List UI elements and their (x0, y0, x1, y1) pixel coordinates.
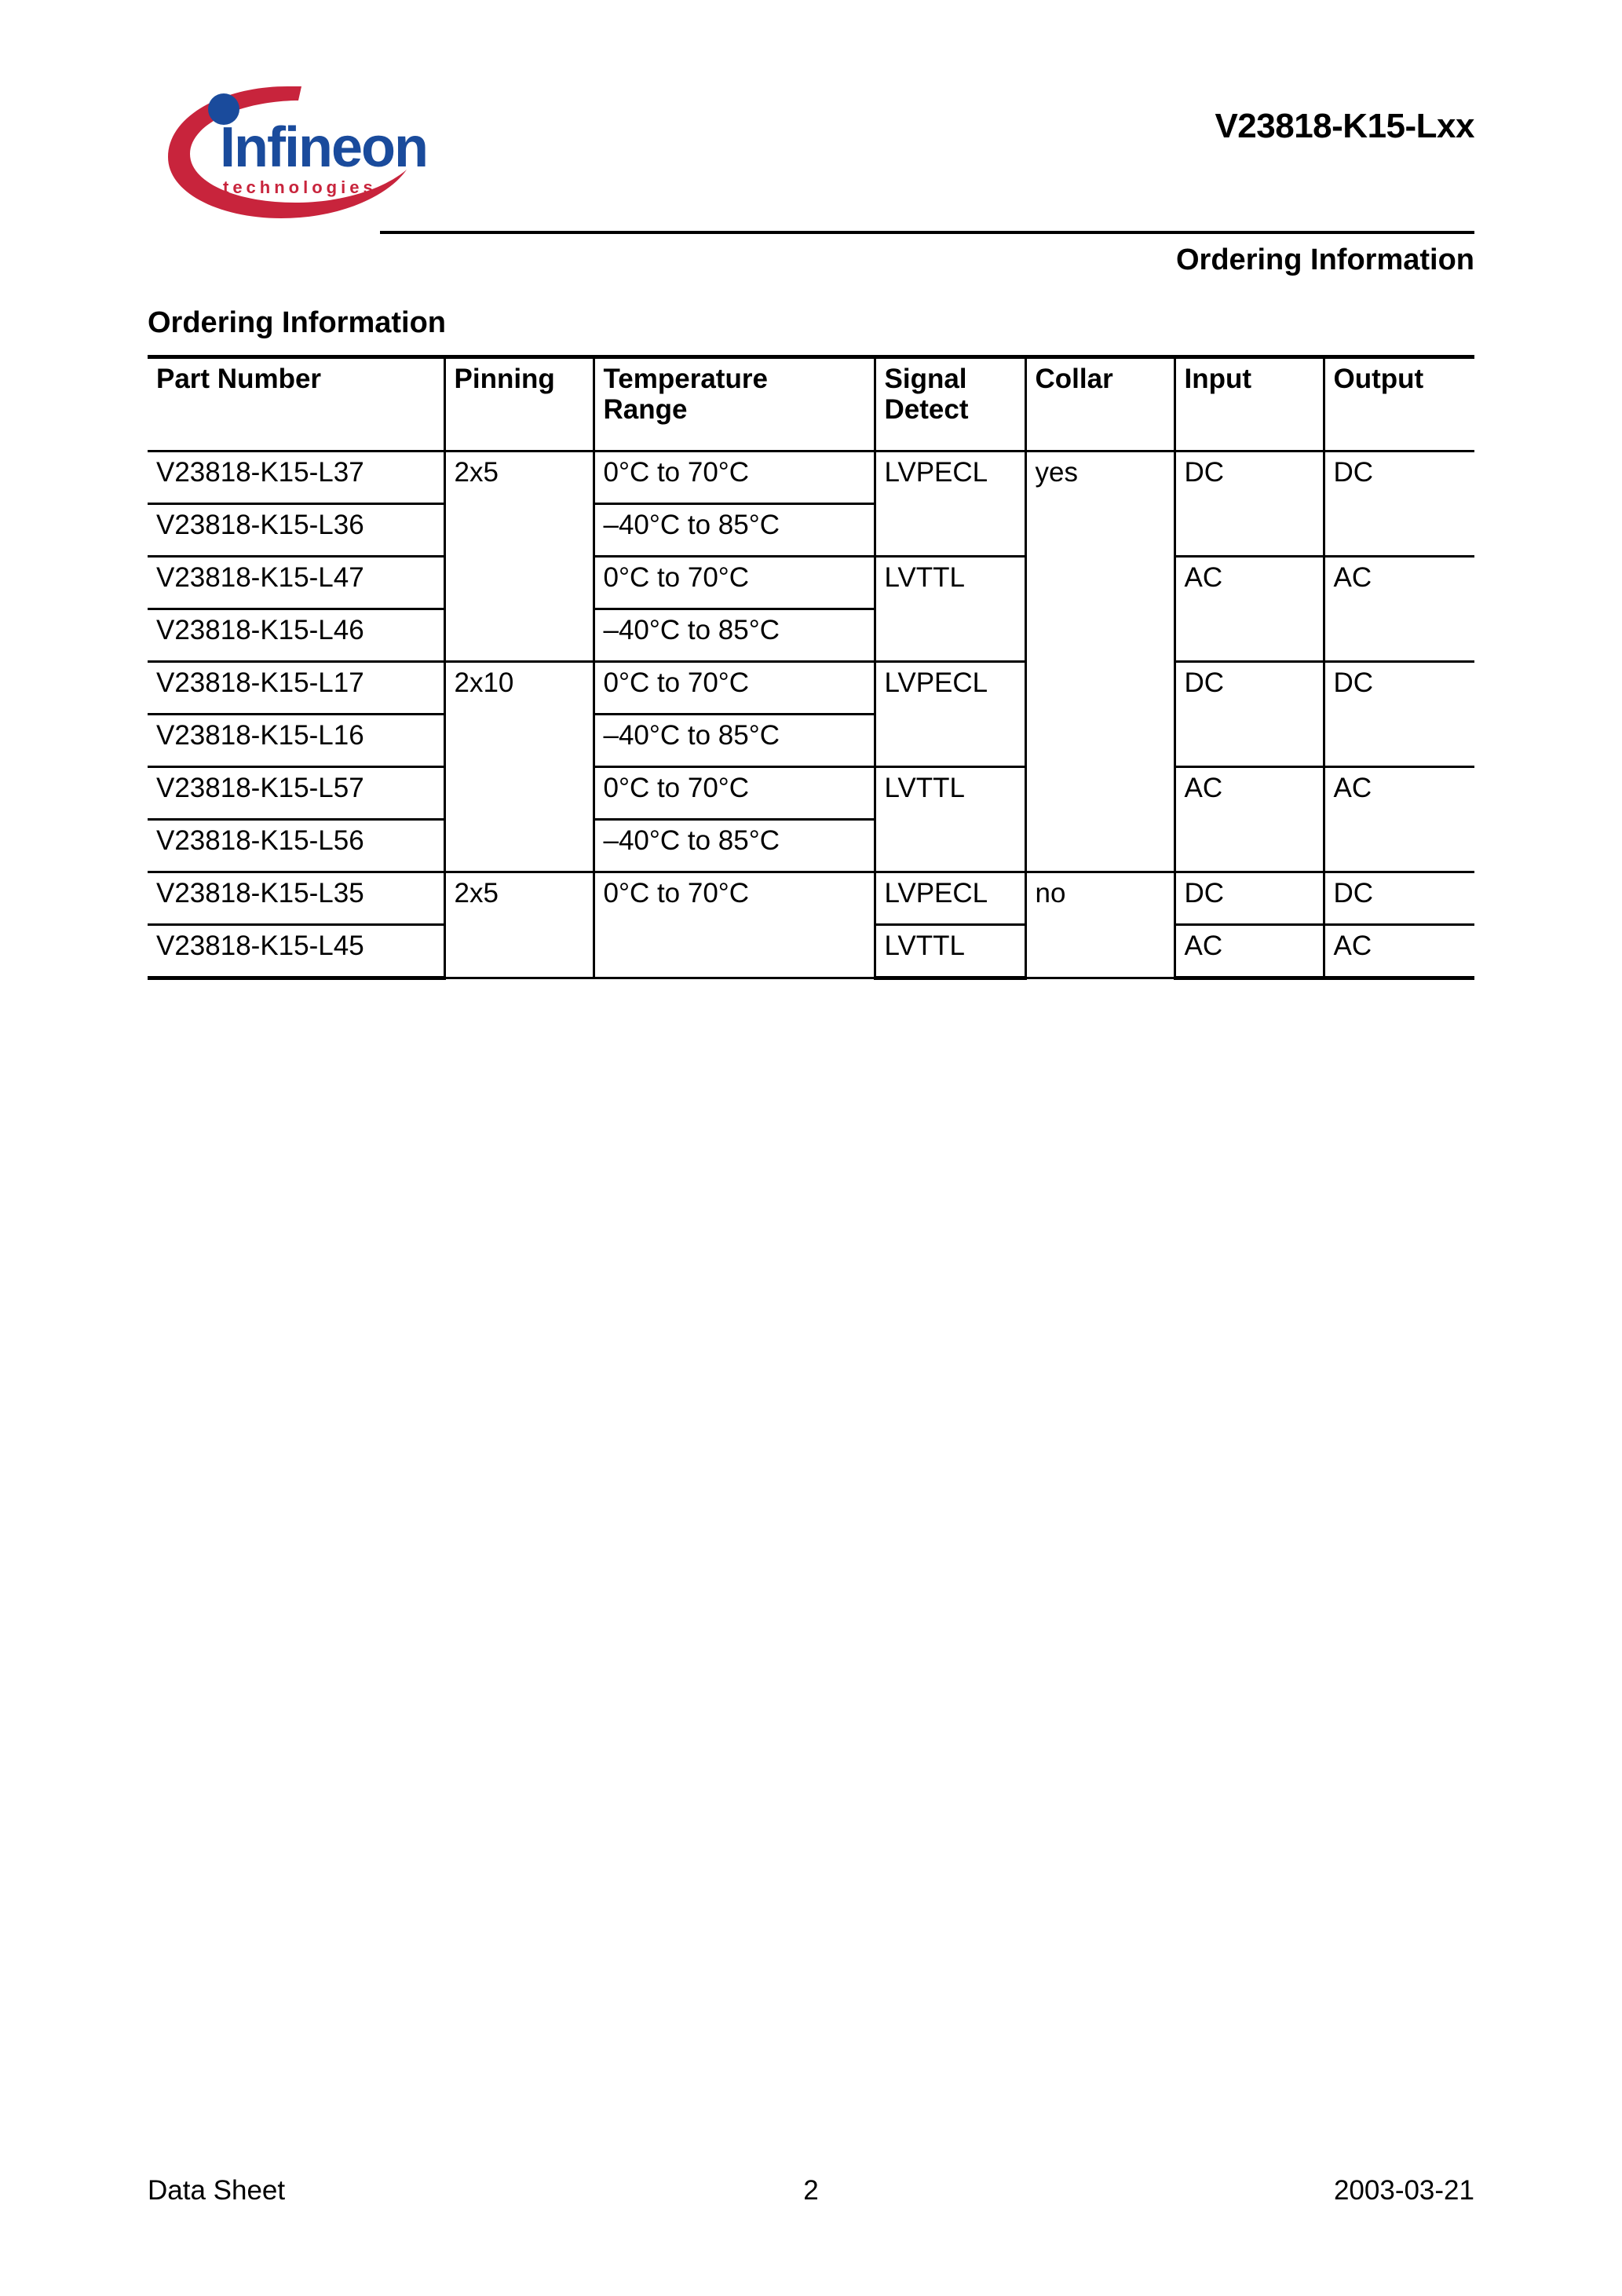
cell-output: DC (1322, 660, 1474, 768)
table-row: V23818-K15-L46 –40°C to 85°C (148, 608, 1474, 663)
cell-pinning: 2x5 (443, 871, 595, 979)
cell-temperature-range: –40°C to 85°C (592, 503, 875, 558)
table-row: V23818-K15-L16 –40°C to 85°C (148, 713, 1474, 768)
table-row: V23818-K15-L45 LVTTL AC AC (148, 923, 1474, 980)
cell-output: AC (1322, 923, 1474, 980)
cell-signal-detect: LVPECL (873, 871, 1027, 926)
cell-input: AC (1173, 555, 1325, 663)
ordering-information-table: Part Number Pinning Temperature Range Sig… (148, 355, 1474, 980)
table-row: V23818-K15-L17 2x10 0°C to 70°C LVPECL D… (148, 660, 1474, 873)
table-row: V23818-K15-L56 –40°C to 85°C (148, 818, 1474, 873)
cell-part-number: V23818-K15-L57 (148, 766, 446, 821)
cell-part-number: V23818-K15-L45 (148, 923, 446, 980)
cell-signal-detect: LVTTL (873, 923, 1027, 980)
cell-part-number: V23818-K15-L35 (148, 871, 446, 926)
column-header-signal-detect: Signal Detect (873, 355, 1027, 452)
header-subtitle: Ordering Information (1176, 243, 1474, 276)
cell-input: AC (1173, 923, 1325, 980)
cell-part-number: V23818-K15-L16 (148, 713, 446, 768)
cell-signal-detect: LVPECL (873, 450, 1027, 558)
footer-page-number: 2 (803, 2175, 819, 2206)
infineon-logo-svg: Infineon technologies (168, 86, 429, 218)
page-title: V23818-K15-Lxx (1215, 107, 1474, 145)
cell-part-number: V23818-K15-L47 (148, 555, 446, 610)
table-row: V23818-K15-L36 –40°C to 85°C (148, 503, 1474, 558)
cell-temperature-range: 0°C to 70°C (592, 555, 876, 610)
cell-input: DC (1173, 450, 1325, 558)
cell-signal-detect: LVTTL (873, 555, 1027, 663)
column-header-temperature-line1: Temperature (603, 364, 768, 394)
cell-temperature-range: 0°C to 70°C (592, 660, 876, 715)
cell-signal-detect: LVPECL (873, 660, 1027, 768)
cell-temperature-range: –40°C to 85°C (592, 713, 875, 768)
column-header-collar: Collar (1024, 355, 1176, 452)
table-row: V23818-K15-L37 2x5 0°C to 70°C LVPECL ye… (148, 450, 1474, 873)
cell-part-number: V23818-K15-L56 (148, 818, 446, 873)
column-header-pinning: Pinning (443, 355, 595, 452)
cell-temperature-range: 0°C to 70°C (592, 871, 876, 979)
cell-temperature-range: –40°C to 85°C (592, 608, 875, 663)
cell-collar: yes (1024, 450, 1176, 873)
section-heading: Ordering Information (148, 306, 446, 339)
cell-input: AC (1173, 766, 1325, 873)
cell-part-number: V23818-K15-L17 (148, 660, 446, 715)
footer-document-type: Data Sheet (148, 2175, 286, 2206)
header-divider (380, 231, 1474, 234)
infineon-logo: Infineon technologies (148, 75, 446, 225)
column-header-signal-line2: Detect (884, 394, 969, 426)
page-header: Infineon technologies V23818-K15-Lxx Ord… (148, 75, 1474, 276)
cell-output: AC (1322, 766, 1474, 873)
cell-input: DC (1173, 660, 1325, 768)
page-footer: Data Sheet 2 2003-03-21 (148, 2175, 1474, 2214)
cell-pinning: 2x10 (443, 660, 595, 873)
logo-tagline: technologies (223, 177, 377, 197)
column-header-temperature-line2: Range (603, 394, 688, 426)
logo-wordmark: Infineon (220, 116, 427, 179)
cell-part-number: V23818-K15-L37 (148, 450, 446, 505)
cell-input: DC (1173, 871, 1325, 926)
cell-temperature-range: –40°C to 85°C (592, 818, 875, 873)
column-header-temperature-range: Temperature Range (592, 355, 876, 452)
cell-output: DC (1322, 871, 1474, 926)
cell-part-number: V23818-K15-L36 (148, 503, 446, 558)
table-row: V23818-K15-L47 0°C to 70°C LVTTL AC AC (148, 555, 1474, 663)
column-header-signal-line1: Signal (884, 364, 967, 394)
cell-part-number: V23818-K15-L46 (148, 608, 446, 663)
cell-output: AC (1322, 555, 1474, 663)
table-row: V23818-K15-L57 0°C to 70°C LVTTL AC AC (148, 766, 1474, 873)
table-row: V23818-K15-L35 2x5 0°C to 70°C LVPECL no… (148, 871, 1474, 979)
column-header-part-number: Part Number (148, 355, 446, 452)
column-header-output: Output (1322, 355, 1474, 452)
logo-dot (208, 93, 239, 125)
cell-temperature-range: 0°C to 70°C (592, 766, 876, 821)
footer-date: 2003-03-21 (1333, 2175, 1474, 2206)
cell-output: DC (1322, 450, 1474, 558)
cell-signal-detect: LVTTL (873, 766, 1027, 873)
cell-temperature-range: 0°C to 70°C (592, 450, 876, 505)
column-header-input: Input (1173, 355, 1325, 452)
cell-collar: no (1024, 871, 1176, 979)
table-header-row: Part Number Pinning Temperature Range Sig… (148, 355, 1474, 452)
cell-pinning: 2x5 (443, 450, 595, 663)
ordering-information-table-wrapper: Part Number Pinning Temperature Range Sig… (148, 355, 1474, 980)
